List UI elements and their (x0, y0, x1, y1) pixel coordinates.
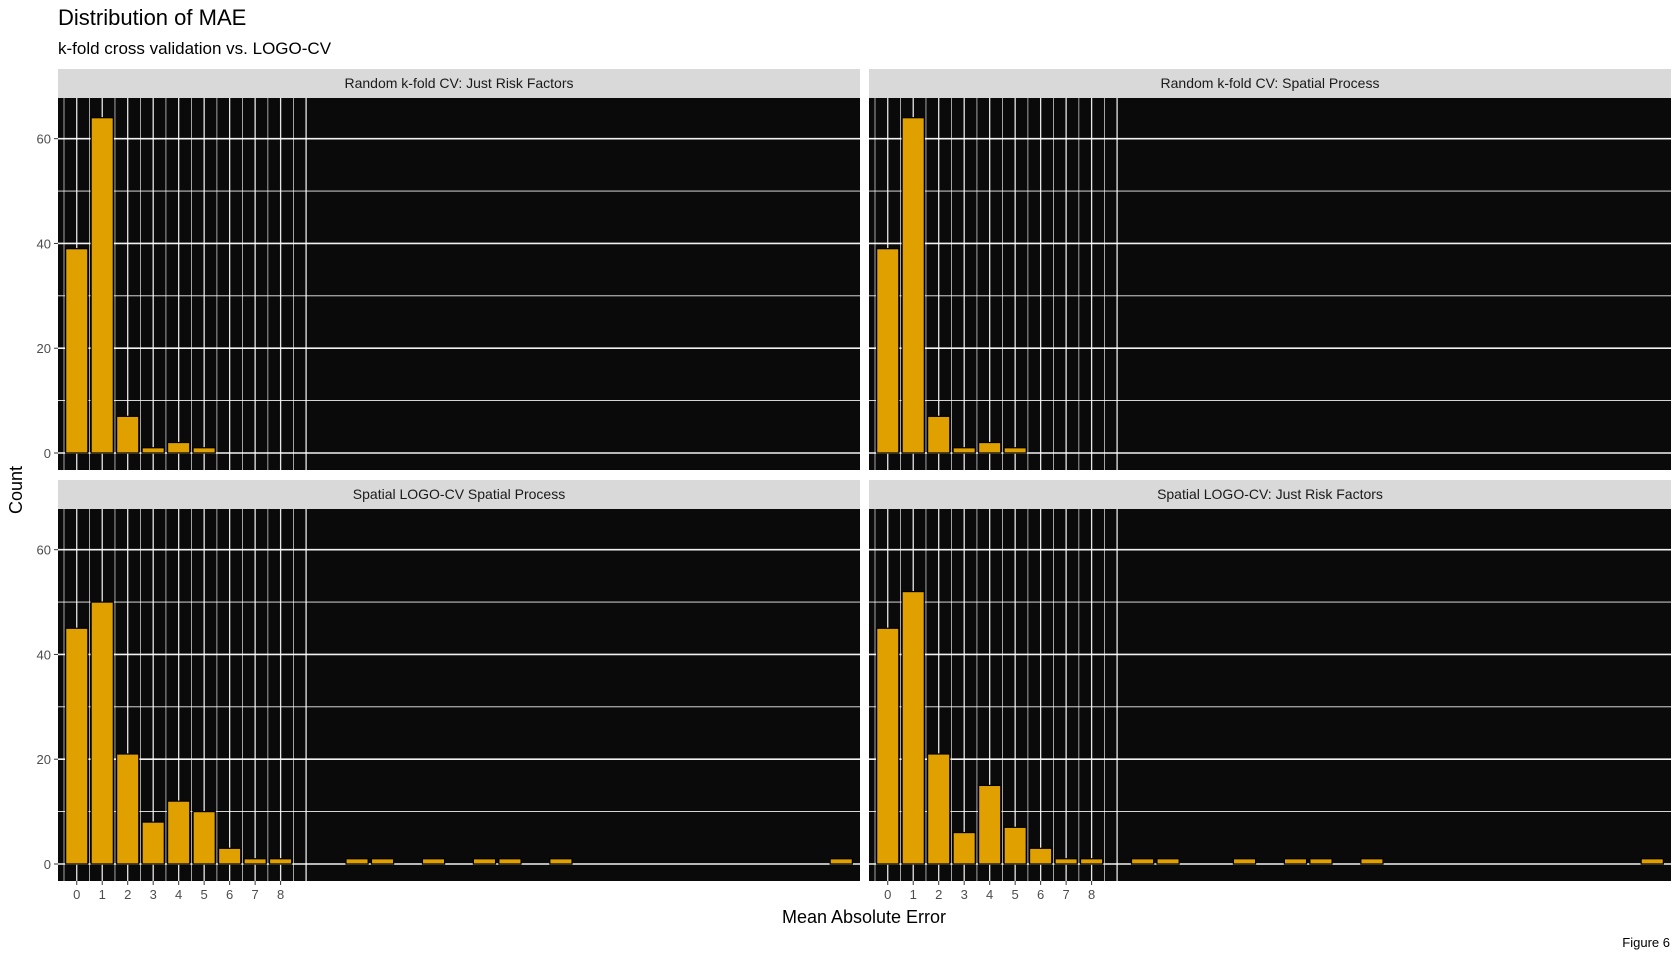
histogram-bar (166, 441, 191, 454)
y-tick-label: 40 (37, 647, 51, 662)
histogram-bar (952, 831, 976, 865)
histogram-bar (927, 753, 951, 865)
histogram-bar (977, 784, 1002, 865)
histogram-bar (65, 627, 89, 865)
histogram-bar (90, 601, 114, 865)
histogram-bar (927, 415, 951, 454)
facet-strip (869, 480, 1671, 509)
histogram-bar (116, 753, 140, 865)
histogram-bar (1232, 858, 1257, 865)
x-axis-title: Mean Absolute Error (782, 907, 946, 927)
histogram-bar (1283, 858, 1308, 865)
facet-panel: Spatial LOGO-CV: Just Risk Factors 0 1 2 3 4 5… (869, 480, 1671, 902)
histogram-bar (268, 858, 293, 865)
histogram-bar (192, 811, 216, 865)
y-tick-label: 60 (37, 543, 51, 558)
histogram-bar (952, 447, 976, 454)
x-tick-label: 3 (961, 887, 968, 902)
histogram-bar (876, 248, 900, 454)
histogram-bar (192, 447, 216, 454)
x-tick-label: 0 (884, 887, 891, 902)
x-tick-label: 1 (99, 887, 106, 902)
y-tick-label: 0 (44, 446, 51, 461)
histogram-bar (876, 627, 900, 865)
y-tick-label: 20 (37, 341, 51, 356)
x-tick-label: 7 (252, 887, 259, 902)
x-tick-label: 3 (150, 887, 157, 902)
x-tick-label: 0 (73, 887, 80, 902)
x-tick-label: 1 (910, 887, 917, 902)
y-tick-label: 40 (37, 236, 51, 251)
histogram-bar (977, 441, 1002, 454)
x-tick-label: 8 (1088, 887, 1095, 902)
histogram-bar (65, 248, 89, 454)
histogram-bar (1054, 858, 1078, 865)
x-tick-label: 2 (935, 887, 942, 902)
histogram-bar (1028, 847, 1053, 865)
histogram-bar (901, 117, 925, 454)
y-tick-label: 20 (37, 752, 51, 767)
x-tick-label: 2 (124, 887, 131, 902)
histogram-bar (498, 858, 522, 865)
y-tick-label: 0 (44, 857, 51, 872)
chart-title: Distribution of MAE (58, 5, 246, 30)
x-tick-label: 8 (277, 887, 284, 902)
facet-strip-label: Spatial LOGO-CV Spatial Process (353, 486, 565, 502)
facet-panels: Random k-fold CV: Just Risk Factors02040… (37, 69, 1671, 902)
histogram-bar (1309, 858, 1333, 865)
histogram-bar (1360, 858, 1384, 865)
facet-strip-label: Random k-fold CV: Just Risk Factors (345, 75, 574, 91)
histogram-bar (421, 858, 446, 865)
histogram-bar (1079, 858, 1104, 865)
histogram-bar (1003, 447, 1027, 454)
histogram-bar (345, 858, 369, 865)
x-tick-label: 7 (1063, 887, 1070, 902)
facet-strip (58, 480, 860, 509)
histogram-bar (549, 858, 573, 865)
histogram-bar (370, 858, 395, 865)
histogram-bar (141, 821, 165, 865)
y-tick-label: 60 (37, 132, 51, 147)
x-tick-label: 6 (226, 887, 233, 902)
facet-panel: Random k-fold CV: Spatial Process (869, 69, 1671, 470)
histogram-bar (141, 447, 165, 454)
facet-strip (869, 69, 1671, 98)
facet-strip-label: Spatial LOGO-CV: Just Risk Factors (1157, 486, 1383, 502)
facet-panel: Random k-fold CV: Just Risk Factors 0 20 40… (37, 69, 860, 470)
figure-caption: Figure 6 (1622, 935, 1670, 950)
histogram-bar (90, 117, 114, 454)
x-tick-label: 5 (201, 887, 208, 902)
histogram-bar (217, 847, 242, 865)
facet-panel: Spatial LOGO-CV Spatial Process 0 20 40 60 0 1… (37, 480, 860, 902)
histogram-bar (116, 415, 140, 454)
histogram-bar (243, 858, 267, 865)
histogram-bar (1640, 858, 1664, 865)
histogram-bar (1003, 826, 1027, 865)
histogram-bar (166, 800, 191, 865)
histogram-bar (1130, 858, 1155, 865)
chart-subtitle: k-fold cross validation vs. LOGO-CV (58, 39, 332, 58)
histogram-bar (1156, 858, 1180, 865)
x-tick-label: 4 (986, 887, 993, 902)
histogram-bar (829, 858, 853, 865)
histogram-bar (901, 590, 925, 865)
x-tick-label: 6 (1037, 887, 1044, 902)
y-axis-title: Count (6, 466, 26, 514)
x-tick-label: 4 (175, 887, 182, 902)
histogram-bar (472, 858, 497, 865)
facet-strip (58, 69, 860, 98)
facet-strip-label: Random k-fold CV: Spatial Process (1161, 75, 1380, 91)
x-tick-label: 5 (1012, 887, 1019, 902)
